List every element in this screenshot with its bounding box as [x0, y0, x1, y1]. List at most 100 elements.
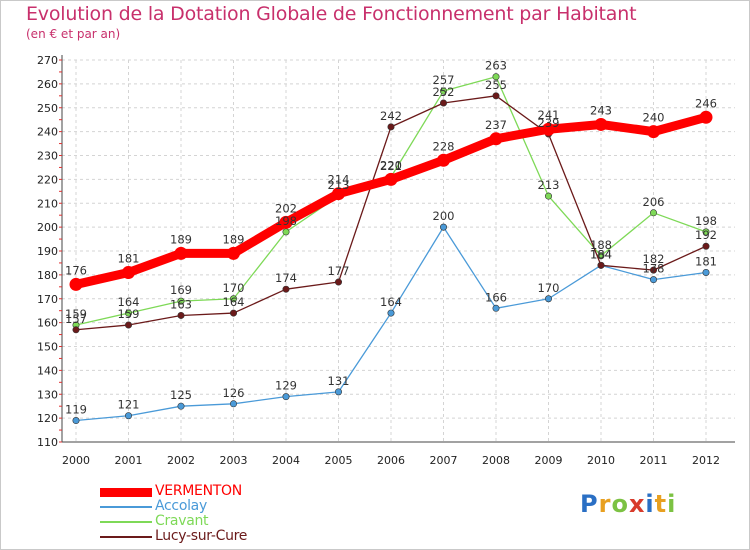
data-label: 129 [275, 379, 297, 393]
data-point-cravant [125, 309, 133, 317]
data-point-cravant [649, 209, 657, 217]
data-point-accolay [72, 417, 80, 425]
data-point-vermenton [174, 246, 188, 260]
data-label: 131 [328, 374, 350, 388]
data-label: 181 [118, 251, 140, 265]
data-label: 237 [485, 118, 507, 132]
data-point-accolay [492, 304, 500, 312]
y-tick-label: 120 [37, 412, 58, 425]
data-point-vermenton [542, 122, 555, 136]
logo-letter: x [628, 490, 646, 518]
x-tick-label: 2003 [220, 454, 248, 467]
data-label: 170 [538, 281, 560, 295]
data-point-cravant [702, 228, 710, 236]
data-label: 221 [380, 159, 402, 173]
data-label: 126 [223, 386, 245, 400]
data-point-lucy-sur-cure [492, 92, 500, 100]
data-point-vermenton [437, 153, 450, 167]
legend-swatch [100, 506, 152, 508]
y-tick-label: 180 [37, 269, 58, 282]
data-label: 263 [485, 59, 507, 73]
data-label: 119 [65, 403, 87, 417]
data-label: 177 [328, 264, 350, 278]
data-point-vermenton [489, 132, 503, 146]
data-point-lucy-sur-cure [439, 99, 447, 107]
data-label: 240 [643, 111, 665, 125]
data-label: 163 [170, 297, 192, 311]
chart-title: Evolution de la Dotation Globale de Fonc… [26, 3, 637, 25]
data-label: 189 [170, 232, 192, 246]
data-point-vermenton [647, 125, 660, 139]
y-tick-label: 220 [37, 173, 58, 186]
data-point-cravant [282, 228, 290, 236]
data-point-lucy-sur-cure [334, 278, 342, 286]
data-label: 178 [643, 262, 665, 276]
data-label: 164 [118, 295, 140, 309]
data-point-vermenton [384, 172, 398, 186]
data-point-accolay [387, 309, 395, 317]
data-label: 176 [65, 263, 87, 277]
data-label: 184 [590, 247, 612, 261]
data-point-vermenton [332, 187, 345, 201]
data-point-accolay [282, 393, 290, 401]
data-label: 125 [170, 388, 192, 402]
x-tick-label: 2010 [587, 454, 615, 467]
logo-letter: i [667, 490, 677, 518]
data-label: 164 [380, 295, 402, 309]
logo-letter: P [580, 490, 599, 518]
data-label: 242 [380, 109, 402, 123]
data-label: 257 [433, 73, 455, 87]
data-point-accolay [177, 402, 185, 410]
data-point-lucy-sur-cure [282, 285, 290, 293]
y-tick-label: 110 [37, 436, 58, 449]
proxiti-logo: Proxiti [580, 490, 676, 518]
data-point-lucy-sur-cure [387, 123, 395, 131]
data-point-vermenton [122, 265, 135, 279]
data-point-lucy-sur-cure [597, 261, 605, 269]
data-label: 200 [433, 209, 455, 223]
data-point-cravant [177, 297, 185, 305]
data-point-cravant [544, 192, 552, 200]
data-point-accolay [230, 400, 238, 408]
x-tick-label: 2007 [430, 454, 458, 467]
y-tick-label: 140 [37, 364, 58, 377]
data-point-vermenton [227, 246, 240, 260]
y-tick-label: 130 [37, 388, 58, 401]
data-point-vermenton [69, 277, 83, 291]
data-label: 239 [538, 116, 560, 130]
data-label: 255 [485, 78, 507, 92]
y-tick-label: 240 [37, 126, 58, 139]
data-point-vermenton [594, 117, 608, 131]
data-label: 169 [170, 283, 192, 297]
y-tick-label: 210 [37, 197, 58, 210]
y-tick-label: 270 [37, 54, 58, 67]
y-tick-label: 230 [37, 150, 58, 163]
y-tick-label: 260 [37, 78, 58, 91]
legend-label: Lucy-sur-Cure [155, 528, 248, 544]
data-label: 170 [223, 281, 245, 295]
x-tick-label: 2004 [272, 454, 300, 467]
data-point-vermenton [699, 110, 713, 124]
legend-swatch [100, 488, 152, 497]
data-label: 198 [275, 214, 297, 228]
logo-letter: i [645, 490, 655, 518]
data-label: 121 [118, 398, 140, 412]
data-label: 189 [223, 232, 245, 246]
data-label: 164 [223, 295, 245, 309]
logo-letter: t [654, 490, 668, 518]
legend-label: Cravant [155, 513, 209, 529]
data-point-lucy-sur-cure [72, 326, 80, 334]
x-tick-label: 2012 [692, 454, 720, 467]
data-point-accolay [702, 268, 710, 276]
data-point-lucy-sur-cure [177, 311, 185, 319]
data-label: 241 [538, 108, 560, 122]
legend-swatch [100, 536, 152, 538]
data-point-cravant [439, 87, 447, 95]
legend-swatch [100, 521, 152, 523]
data-label: 214 [328, 173, 350, 187]
data-point-lucy-sur-cure [649, 266, 657, 274]
data-point-accolay [439, 223, 447, 231]
y-tick-label: 200 [37, 221, 58, 234]
data-label: 252 [433, 85, 455, 99]
